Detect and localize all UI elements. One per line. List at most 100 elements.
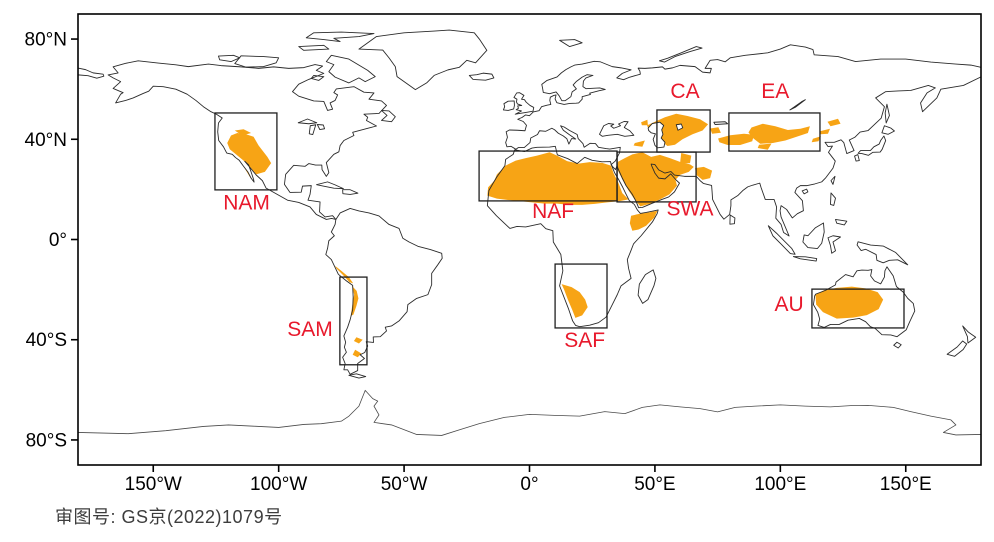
coastline-eurasia-pacific-south (611, 77, 981, 236)
coastlines (78, 30, 981, 435)
coastline-newfoundland (382, 110, 396, 121)
desert-area (335, 265, 354, 284)
desert-area (748, 123, 810, 144)
map-approval-number: 审图号: GS京(2022)1079号 (55, 507, 283, 527)
lake-michigan (309, 125, 316, 135)
coastline-kyushu (855, 155, 860, 162)
coastline-svalbard (560, 40, 583, 47)
coastline-eurasia-north (506, 45, 981, 165)
region-label-SWA: SWA (667, 198, 714, 221)
y-tick-label: 80°N (25, 30, 67, 51)
x-tick-label: 100°E (754, 474, 806, 495)
lake-baikal (790, 100, 806, 110)
lake-balkhash (714, 122, 728, 125)
desert-area (487, 152, 629, 205)
lake-superior (298, 119, 317, 124)
region-label-SAF: SAF (564, 329, 605, 352)
coastline-new-zealand-south (947, 341, 967, 356)
coastline-sri-lanka (730, 215, 735, 224)
coastline-borneo (803, 223, 824, 249)
coastline-hainan (802, 189, 808, 194)
coastline-luzon (830, 193, 835, 206)
desert-area (695, 166, 713, 180)
region-box-EA (728, 112, 821, 152)
x-tick-label: 50°W (381, 474, 428, 495)
desert-area (641, 119, 648, 126)
y-tick-label: 40°S (26, 330, 67, 351)
region-box-SAM (339, 276, 368, 366)
desert-area (617, 152, 694, 207)
coastline-tierra-del-fuego (349, 374, 366, 378)
region-box-AU (811, 288, 905, 329)
x-tick-label: 0° (520, 474, 538, 495)
x-tick-label: 150°E (880, 474, 932, 495)
lake-aral-sea (676, 124, 683, 130)
y-tick-label: 40°N (25, 130, 67, 151)
region-boxes-layer: NAM SAM NAF SWA CA EA SAF AU (214, 80, 905, 366)
coastline-honshu (858, 136, 886, 155)
region-label-NAF: NAF (532, 200, 574, 223)
coastline-ellesmere-island (306, 32, 374, 42)
desert-area (679, 153, 692, 164)
coastline-africa (487, 146, 658, 326)
x-tick-label: 50°E (634, 474, 675, 495)
desert-area (352, 349, 362, 358)
desert-area (815, 286, 884, 319)
coastline-banks-island (218, 55, 239, 61)
desert-area (757, 143, 772, 150)
coastline-sumatra (768, 226, 795, 255)
region-label-NAM: NAM (223, 191, 270, 214)
coastline-north-america (108, 61, 386, 220)
coastline-south-america (326, 208, 442, 374)
desert-area (234, 129, 252, 136)
coastline-chukotka-fragment (78, 68, 104, 78)
desert-area (353, 337, 363, 344)
lake-huron (317, 124, 324, 129)
x-tick-label: 150°W (125, 474, 182, 495)
desert-area (227, 133, 272, 175)
coastline-tasmania (894, 342, 902, 348)
coastline-new-zealand-north (963, 326, 976, 343)
region-label-AU: AU (775, 293, 804, 316)
desert-area (561, 284, 588, 318)
region-box-NAM (214, 112, 278, 191)
coastline-sakhalin (885, 104, 889, 123)
coastline-new-guinea (857, 242, 908, 265)
desert-area (629, 210, 658, 231)
region-box-SAF (554, 263, 608, 329)
coastline-hispaniola (343, 190, 358, 195)
region-box-CA (656, 109, 711, 153)
coastline-taiwan (831, 176, 835, 184)
coastline-victoria-island (235, 56, 279, 67)
coastline-greenland (359, 30, 487, 90)
coastline-novaya-zemlya (659, 47, 702, 63)
region-label-EA: EA (761, 80, 789, 103)
lake-black-sea (599, 121, 633, 136)
coastline-cuba (317, 182, 344, 189)
coastline-iceland (469, 73, 494, 80)
coastline-great-britain (514, 93, 534, 115)
coastline-southampton-island (311, 75, 324, 80)
y-tick-label: 0° (49, 230, 67, 251)
axes-layer: 150°W 100°W 50°W 0° 50°E 100°E 150°E 80°N 40°N 0°… (25, 13, 982, 495)
desert-area (633, 140, 645, 147)
region-label-SAM: SAM (287, 318, 333, 341)
coastline-baffin-island (326, 55, 375, 83)
coastline-australia (813, 267, 914, 337)
desert-area (811, 136, 821, 143)
region-label-CA: CA (670, 80, 699, 103)
y-tick-label: 80°S (26, 430, 67, 451)
desert-area (710, 127, 721, 134)
coastline-ireland (503, 101, 514, 111)
map-frame (77, 13, 982, 466)
coastline-java (793, 257, 816, 262)
desert-area (819, 128, 830, 135)
coastline-madagascar (638, 270, 656, 304)
coastline-sulawesi (828, 236, 841, 254)
coastline-hokkaido (882, 126, 895, 135)
x-tick-label: 100°W (250, 474, 307, 495)
coastline-devon-island (299, 45, 329, 50)
desert-area (827, 118, 841, 127)
